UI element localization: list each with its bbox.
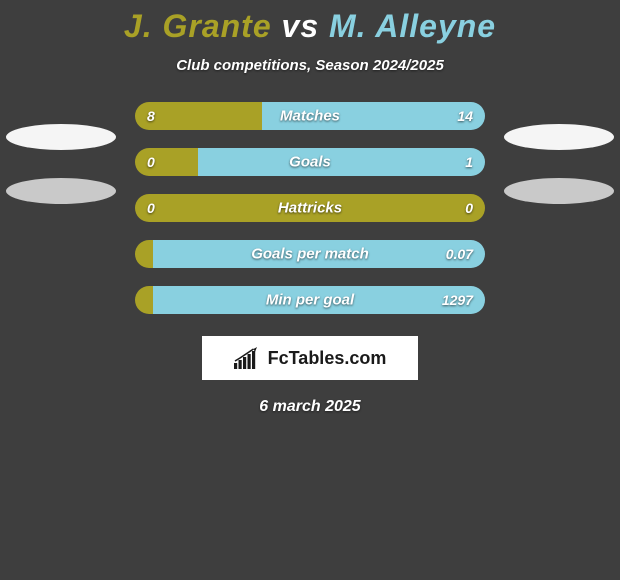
page-title: J. Grante vs M. Alleyne xyxy=(0,8,620,45)
player2-name: M. Alleyne xyxy=(329,8,496,44)
value-right: 1297 xyxy=(442,292,473,308)
stat-label: Matches xyxy=(280,108,340,125)
subtitle: Club competitions, Season 2024/2025 xyxy=(0,57,620,74)
bar-left xyxy=(135,240,153,268)
date-line: 6 march 2025 xyxy=(0,398,620,416)
value-left: 0 xyxy=(147,200,155,216)
bar-left xyxy=(135,286,153,314)
stat-row: 0 1 Goals xyxy=(135,148,485,176)
side-oval xyxy=(6,124,116,150)
bar-right xyxy=(198,148,485,176)
value-left: 0 xyxy=(147,154,155,170)
side-oval xyxy=(504,124,614,150)
stat-label: Goals xyxy=(289,154,331,171)
value-right: 14 xyxy=(457,108,473,124)
brand-text: FcTables.com xyxy=(268,348,387,369)
bar-left xyxy=(135,148,198,176)
title-vs: vs xyxy=(282,8,320,44)
player1-name: J. Grante xyxy=(124,8,272,44)
value-left: 8 xyxy=(147,108,155,124)
side-oval xyxy=(504,178,614,204)
stat-row: 0.07 Goals per match xyxy=(135,240,485,268)
stat-row: 0 0 Hattricks xyxy=(135,194,485,222)
value-right: 0 xyxy=(465,200,473,216)
value-right: 0.07 xyxy=(446,246,473,262)
value-right: 1 xyxy=(465,154,473,170)
side-oval xyxy=(6,178,116,204)
chart-bars-icon xyxy=(234,347,262,369)
comparison-infographic: J. Grante vs M. Alleyne Club competition… xyxy=(0,0,620,580)
stat-row: 8 14 Matches xyxy=(135,102,485,130)
stat-label: Goals per match xyxy=(251,246,369,263)
brand-box[interactable]: FcTables.com xyxy=(202,336,418,380)
stat-row: 1297 Min per goal xyxy=(135,286,485,314)
stat-label: Min per goal xyxy=(266,292,354,309)
stat-rows: 8 14 Matches 0 1 Goals 0 0 Hattricks 0.07 Goals pe… xyxy=(135,102,485,314)
stat-label: Hattricks xyxy=(278,200,342,217)
